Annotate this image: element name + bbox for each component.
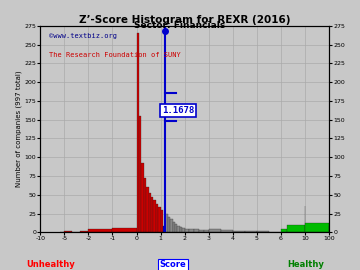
Bar: [112, 228, 136, 232]
Text: Score: Score: [159, 260, 186, 269]
Bar: [170, 219, 172, 232]
Bar: [168, 217, 170, 232]
Bar: [189, 229, 194, 232]
Text: ©www.textbiz.org: ©www.textbiz.org: [49, 33, 117, 39]
Bar: [221, 230, 233, 232]
Bar: [257, 231, 269, 232]
Bar: [180, 227, 182, 232]
Bar: [89, 229, 112, 232]
Bar: [158, 207, 161, 232]
Bar: [141, 163, 144, 232]
Text: Unhealthy: Unhealthy: [26, 260, 75, 269]
Bar: [177, 225, 180, 232]
Bar: [305, 223, 329, 232]
Bar: [139, 116, 141, 232]
Bar: [185, 229, 189, 232]
Bar: [245, 231, 257, 232]
Bar: [146, 187, 149, 232]
Bar: [165, 214, 168, 232]
Bar: [144, 178, 146, 232]
Bar: [199, 230, 204, 232]
Title: Z’-Score Histogram for REXR (2016): Z’-Score Histogram for REXR (2016): [79, 15, 291, 25]
Bar: [156, 204, 158, 232]
Bar: [136, 33, 139, 232]
Y-axis label: Number of companies (997 total): Number of companies (997 total): [15, 71, 22, 187]
Bar: [194, 229, 199, 232]
Text: Sector: Financials: Sector: Financials: [134, 21, 226, 30]
Bar: [149, 193, 151, 232]
Bar: [161, 210, 163, 232]
Bar: [233, 231, 245, 232]
Bar: [153, 200, 156, 232]
Bar: [175, 224, 177, 232]
Bar: [281, 229, 287, 232]
Bar: [209, 229, 221, 232]
Text: Healthy: Healthy: [288, 260, 324, 269]
Bar: [80, 231, 89, 232]
Bar: [204, 230, 209, 232]
Bar: [151, 197, 153, 232]
Text: 1.1678: 1.1678: [162, 106, 194, 115]
Bar: [182, 228, 185, 232]
Bar: [287, 225, 305, 232]
Text: The Research Foundation of SUNY: The Research Foundation of SUNY: [49, 52, 181, 58]
Bar: [163, 226, 165, 232]
Bar: [64, 231, 72, 232]
Bar: [172, 222, 175, 232]
